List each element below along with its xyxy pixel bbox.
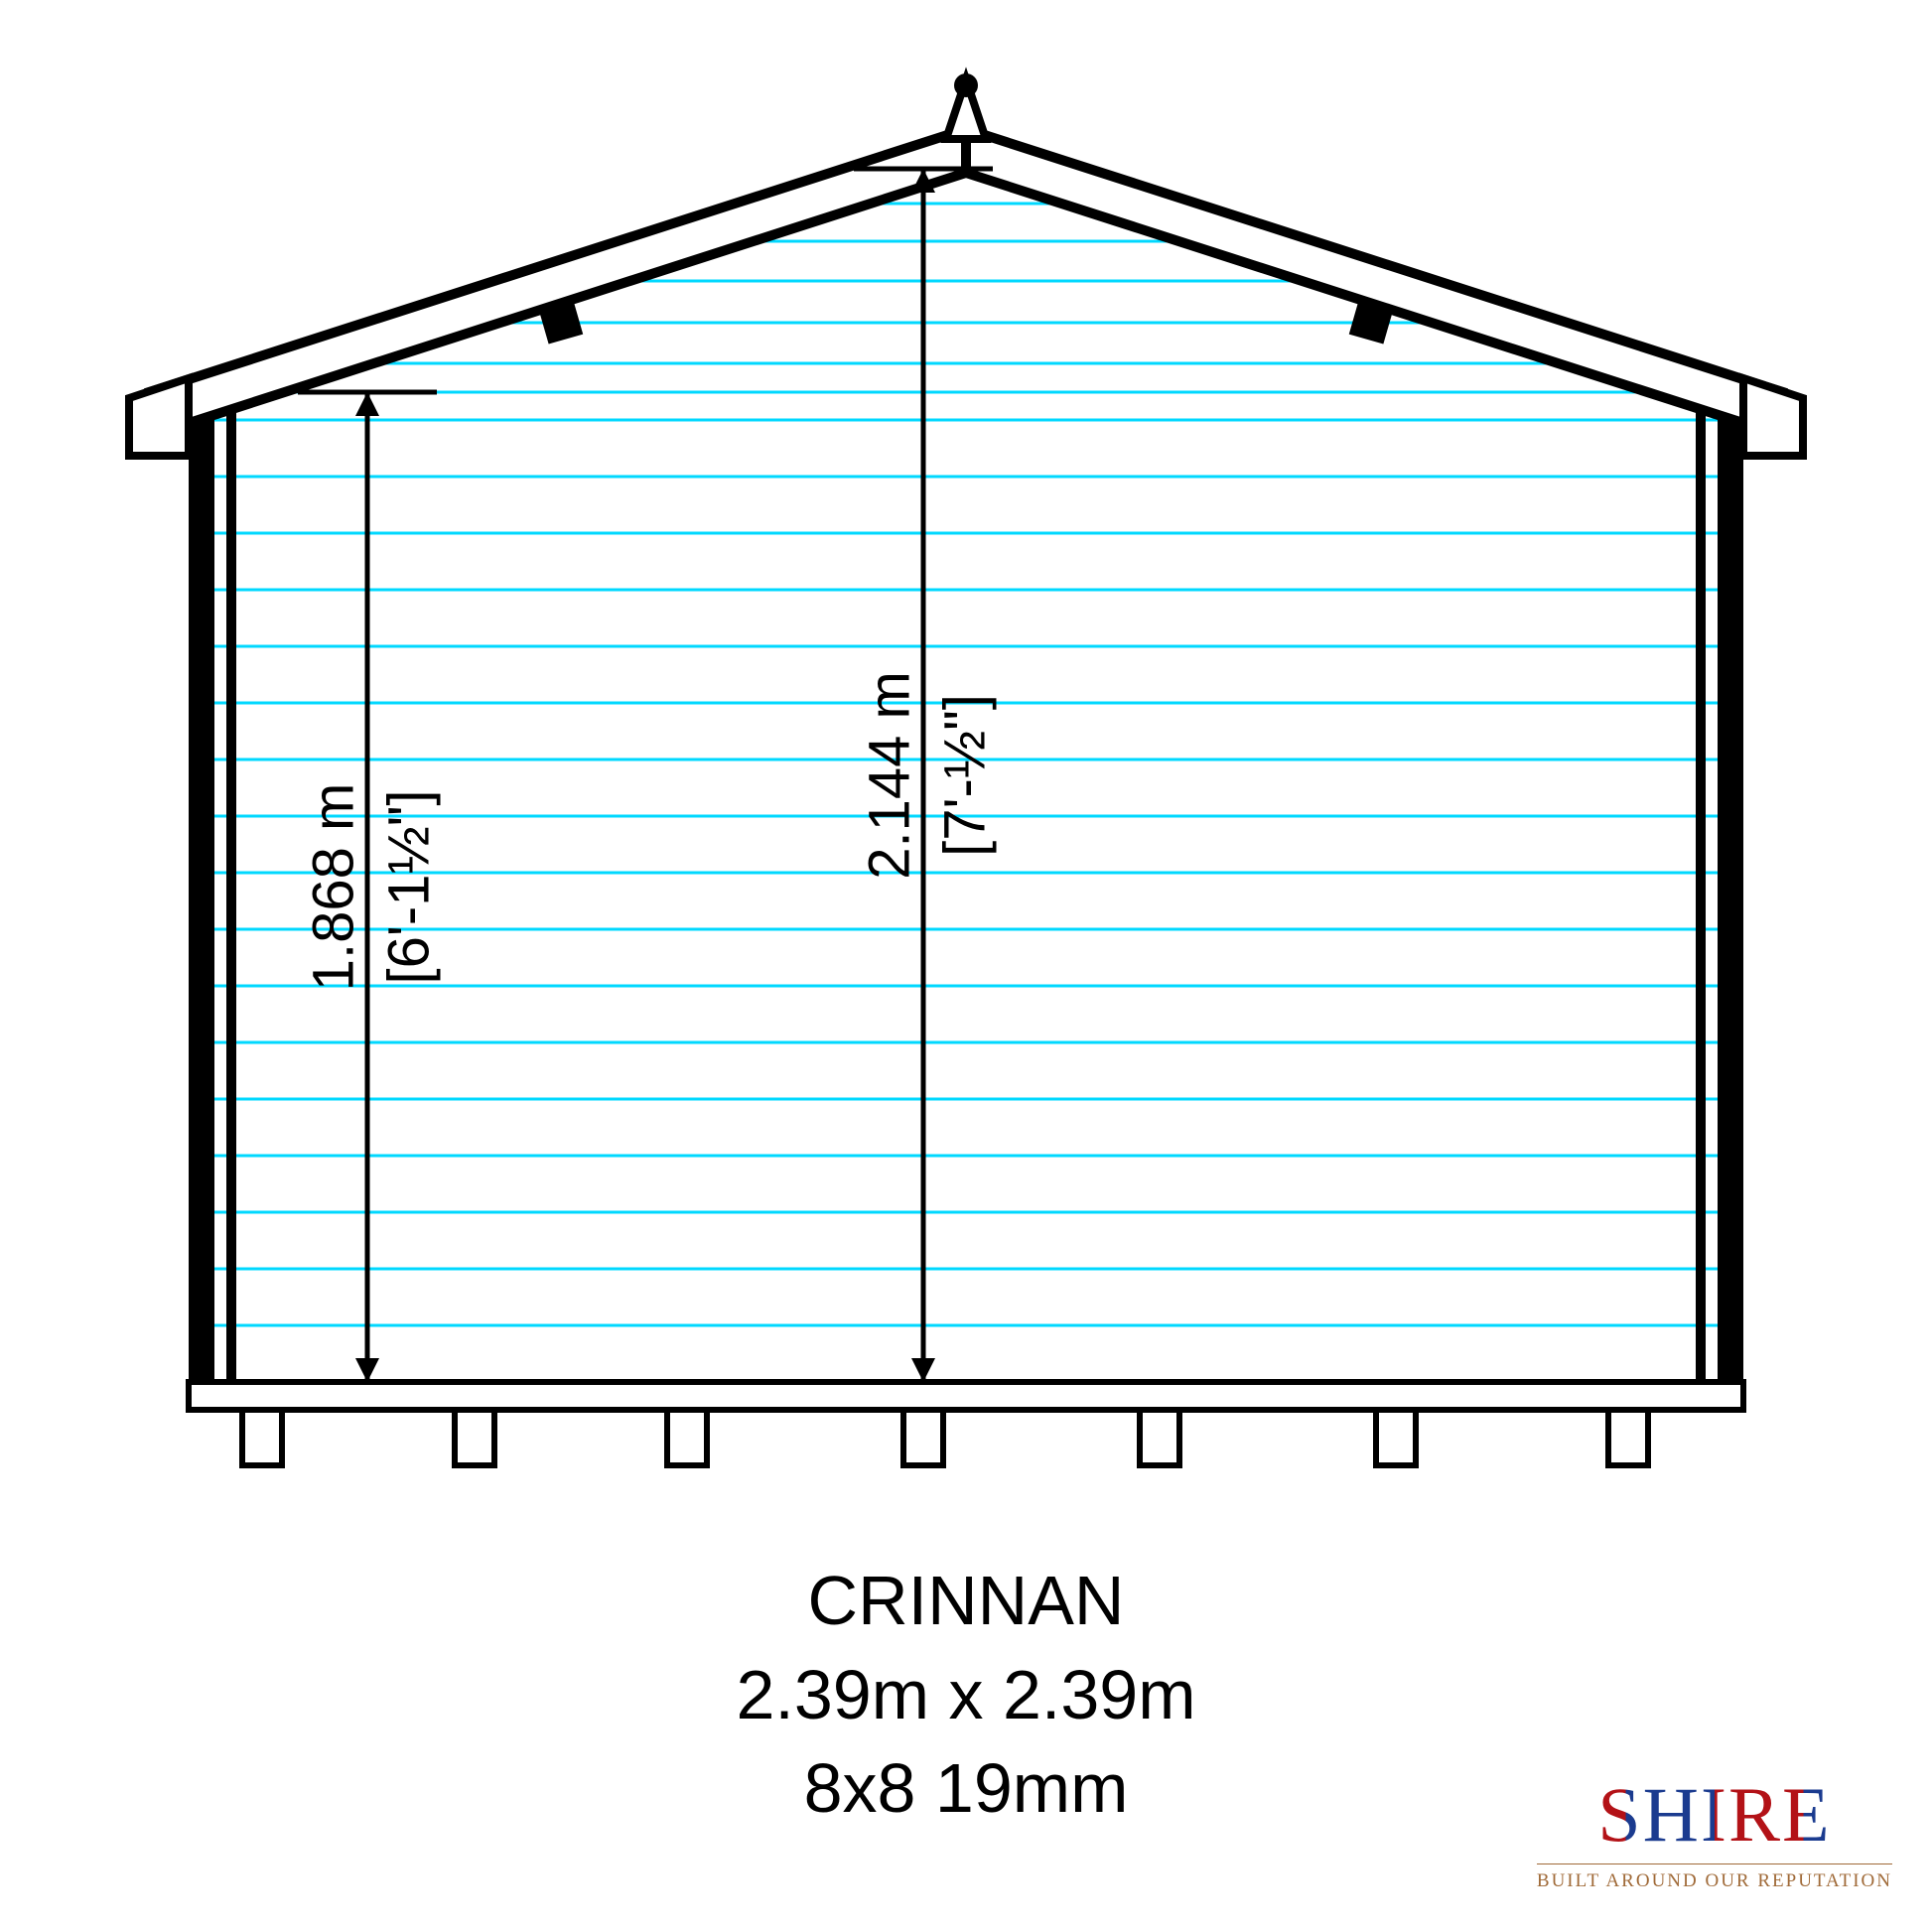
- diagram-svg: 1.868 m[6'-1½"] 2.144 m[7'-½"]: [0, 0, 1932, 1588]
- svg-text:2.144 m: 2.144 m: [857, 671, 921, 880]
- svg-text:[7'-½"]: [7'-½"]: [932, 694, 997, 857]
- svg-text:[6'-1½"]: [6'-1½"]: [376, 789, 441, 984]
- brand-logo: SHIRE BUILT AROUND OUR REPUTATION: [1537, 1770, 1892, 1892]
- brand-tagline: BUILT AROUND OUR REPUTATION: [1537, 1863, 1892, 1892]
- brand-name: SHIRE: [1537, 1770, 1892, 1860]
- svg-text:1.868 m: 1.868 m: [301, 783, 365, 992]
- caption-dimensions: 2.39m x 2.39m: [0, 1648, 1932, 1742]
- page: 1.868 m[6'-1½"] 2.144 m[7'-½"] CRINNAN 2.…: [0, 0, 1932, 1932]
- caption-title: CRINNAN: [0, 1554, 1932, 1648]
